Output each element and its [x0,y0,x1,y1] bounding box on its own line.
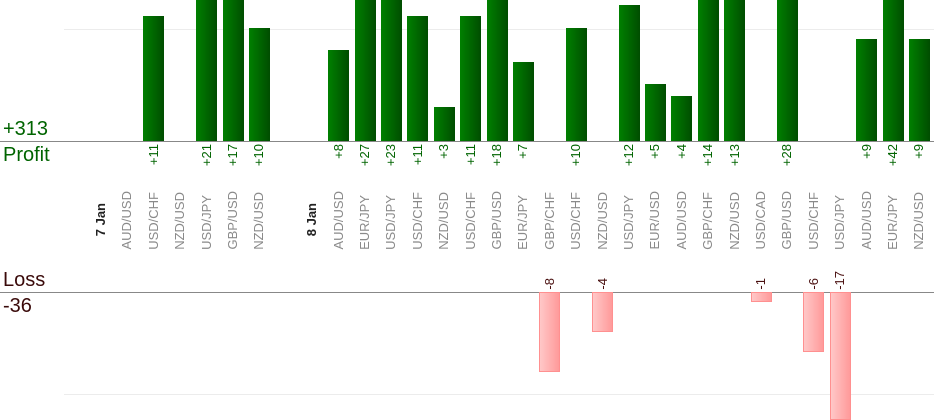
pair-label: GBP/USD [489,191,504,250]
pair-label: USD/CAD [753,191,768,250]
profit-bar [618,4,640,141]
pair-label: GBP/CHF [541,192,557,250]
pair-label: EUR/JPY [357,195,372,250]
profit-bar [328,50,350,141]
pair-label: AUD/USD [858,191,874,250]
loss-value-label: -1 [753,278,768,290]
profit-value-label: +18 [489,144,504,167]
profit-bar [196,0,218,141]
profit-value-label: +28 [779,144,795,167]
profit-value-label: +11 [462,144,478,166]
profit-value-label: +17 [225,144,240,167]
pair-label: USD/JPY [383,195,399,250]
profit-bar [882,0,904,141]
loss-value-label: -6 [805,278,821,290]
profit-value-label: +27 [357,144,372,167]
profit-bar [856,38,878,141]
pair-label: NZD/USD [436,192,452,250]
loss-value-label: -8 [541,278,557,290]
profit-bar [644,84,666,141]
pair-label: EUR/JPY [885,195,900,250]
profit-value-label: +10 [568,144,584,167]
loss-bar [539,292,561,372]
profit-bar [222,0,244,141]
pair-label: USD/JPY [832,195,848,250]
loss-label: Loss [3,269,46,291]
pair-label: NZD/USD [726,192,742,250]
pair-label: NZD/USD [911,192,927,250]
profit-bar [248,27,270,141]
loss-bar [750,292,772,302]
pair-label: AUD/USD [330,191,346,250]
profit-value-label: +21 [198,144,214,167]
pair-label: USD/CHF [568,192,584,250]
profit-bar [354,0,376,141]
profit-label: Profit [3,144,50,166]
profit-bar [697,0,719,141]
profit-value-label: +3 [436,144,452,159]
profit-bar [724,0,746,141]
profit-bar [143,16,165,141]
profit-bar [433,106,455,141]
pair-label: EUR/JPY [515,195,531,250]
pair-label: USD/CHF [462,192,478,250]
profit-bar [512,61,534,141]
profit-bar [565,27,587,141]
profit-value-label: +9 [911,144,927,159]
loss-gridline [64,394,934,395]
profit-bar [486,0,508,141]
profit-baseline [0,141,934,142]
pair-label: NZD/USD [594,192,610,250]
loss-bar [829,292,851,420]
loss-baseline [0,292,934,293]
profit-bar [908,38,930,141]
pair-label: NZD/USD [172,192,188,250]
profit-value-label: +8 [330,144,346,159]
pair-label: USD/JPY [621,195,636,250]
loss-value-label: -4 [594,278,610,290]
pair-label: USD/CHF [805,192,821,250]
profit-value-label: +7 [515,144,531,159]
profit-value-label: +10 [251,144,267,167]
pair-label: AUD/USD [673,191,689,250]
profit-value-label: +13 [726,144,742,167]
profit-value-label: +14 [700,144,716,167]
loss-total: -36 [3,295,32,317]
profit-bar [407,16,429,141]
profit-value-label: +5 [647,144,663,159]
profit-value-label: +9 [858,144,874,159]
pair-label: AUD/USD [119,191,135,250]
date-label: 7 Jan [93,202,108,236]
profit-total: +313 [3,118,49,140]
pair-label: USD/CHF [145,192,161,250]
profit-value-label: +23 [383,144,399,167]
date-label: 8 Jan [304,202,320,236]
pair-label: NZD/USD [251,192,267,250]
pair-label: USD/CHF [409,192,425,250]
profit-value-label: +11 [145,144,161,166]
pair-label: GBP/USD [779,191,795,250]
loss-bar [803,292,825,352]
loss-bar [592,292,614,332]
pair-label: EUR/USD [647,191,663,250]
profit-bar [380,0,402,141]
profit-value-label: +42 [885,144,900,167]
profit-bar [776,0,798,141]
profit-value-label: +12 [621,144,636,167]
profit-value-label: +4 [673,144,689,159]
profit-bar [460,16,482,141]
profit-value-label: +11 [409,144,425,166]
profit-bar [671,95,693,141]
pair-label: USD/JPY [198,195,214,250]
loss-value-label: -17 [832,271,848,290]
pair-label: GBP/CHF [700,192,716,250]
pair-label: GBP/USD [225,191,240,250]
